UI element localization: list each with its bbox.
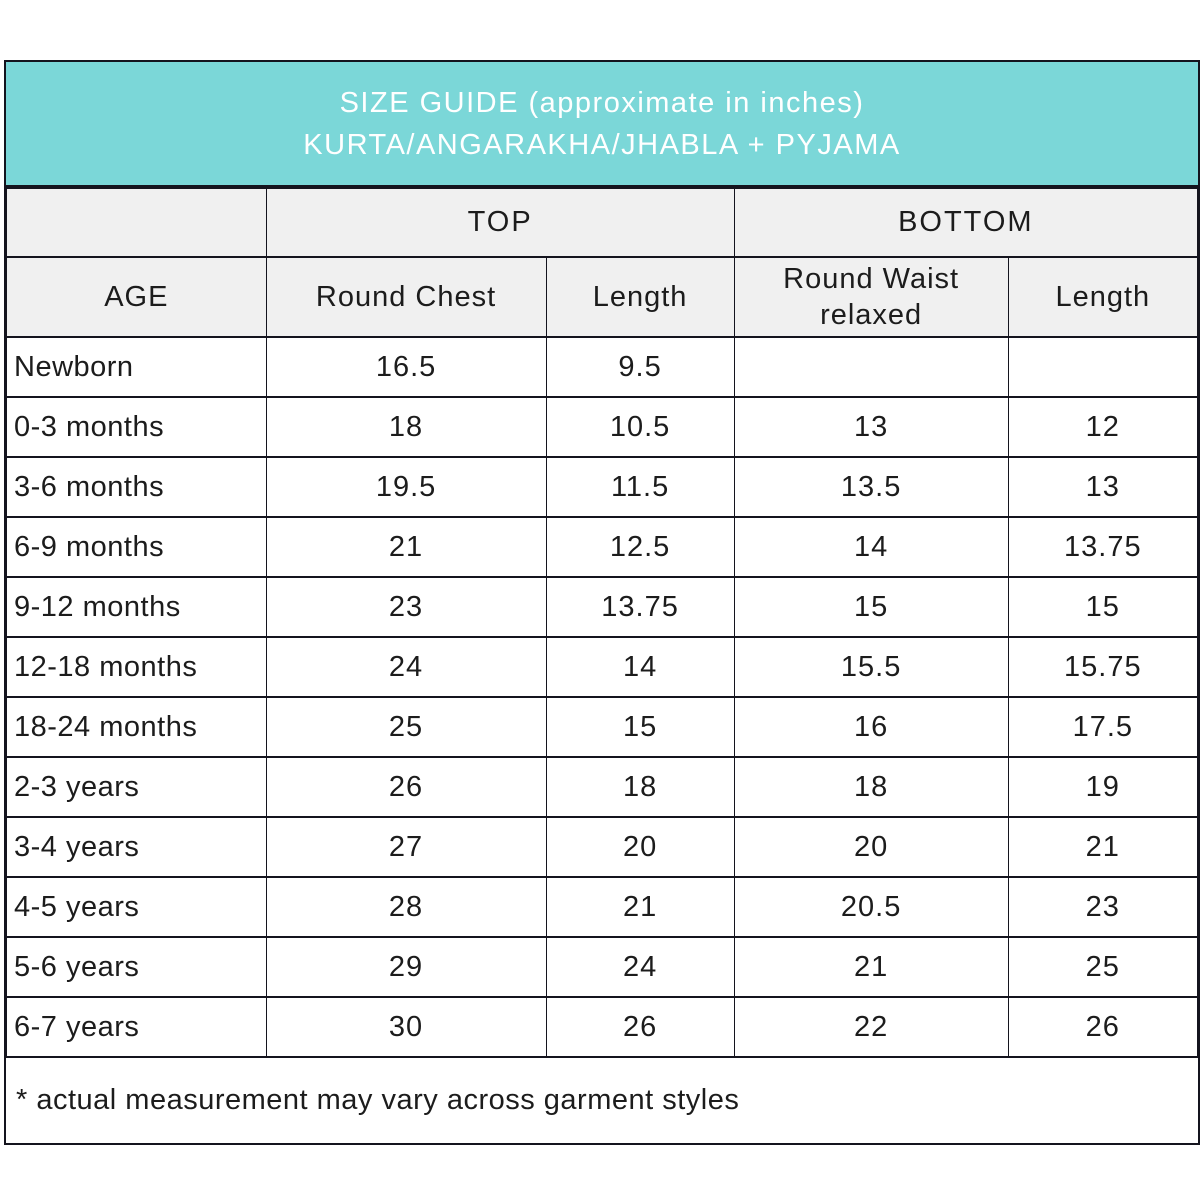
table-row: 5-6 years 29 24 21 25	[6, 936, 1199, 998]
size-guide-panel: SIZE GUIDE (approximate in inches) KURTA…	[4, 60, 1200, 1145]
measurement-cell: 26	[545, 996, 735, 1058]
measurement-cell: 19	[1007, 756, 1199, 818]
measurement-cell: 16	[733, 696, 1009, 758]
measurement-cell: 24	[265, 636, 547, 698]
measurement-cell: 16.5	[265, 336, 547, 398]
column-header-round-chest: Round Chest	[265, 256, 547, 338]
measurement-cell	[733, 336, 1009, 398]
column-header-top-length: Length	[545, 256, 735, 338]
measurement-cell: 20	[733, 816, 1009, 878]
measurement-cell	[1007, 336, 1199, 398]
corner-empty-cell	[6, 187, 267, 258]
age-cell: 3-4 years	[6, 816, 267, 878]
age-cell: 0-3 months	[6, 396, 267, 458]
measurement-cell: 24	[545, 936, 735, 998]
age-cell: 12-18 months	[6, 636, 267, 698]
table-row: 12-18 months 24 14 15.5 15.75	[6, 636, 1199, 698]
age-cell: 9-12 months	[6, 576, 267, 638]
age-cell: 5-6 years	[6, 936, 267, 998]
measurement-cell: 10.5	[545, 396, 735, 458]
measurement-cell: 18	[733, 756, 1009, 818]
measurement-cell: 15	[1007, 576, 1199, 638]
age-cell: 2-3 years	[6, 756, 267, 818]
table-row: 18-24 months 25 15 16 17.5	[6, 696, 1199, 758]
measurement-cell: 13.5	[733, 456, 1009, 518]
age-cell: 6-7 years	[6, 996, 267, 1058]
table-row: 3-6 months 19.5 11.5 13.5 13	[6, 456, 1199, 518]
measurement-cell: 22	[733, 996, 1009, 1058]
title-line-1: SIZE GUIDE (approximate in inches)	[339, 86, 865, 119]
measurement-cell: 27	[265, 816, 547, 878]
measurement-cell: 21	[1007, 816, 1199, 878]
column-header-age: AGE	[6, 256, 267, 338]
measurement-cell: 14	[545, 636, 735, 698]
measurement-cell: 12	[1007, 396, 1199, 458]
measurement-cell: 18	[545, 756, 735, 818]
footnote: * actual measurement may vary across gar…	[6, 1058, 1198, 1143]
title-line-2: KURTA/ANGARAKHA/JHABLA + PYJAMA	[303, 128, 901, 161]
measurement-cell: 15.75	[1007, 636, 1199, 698]
table-row: Newborn 16.5 9.5	[6, 336, 1199, 398]
table-row: 0-3 months 18 10.5 13 12	[6, 396, 1199, 458]
measurement-cell: 9.5	[545, 336, 735, 398]
measurement-cell: 13.75	[545, 576, 735, 638]
table-row: 2-3 years 26 18 18 19	[6, 756, 1199, 818]
group-header-bottom: BOTTOM	[733, 187, 1199, 258]
measurement-cell: 23	[1007, 876, 1199, 938]
measurement-cell: 15	[545, 696, 735, 758]
measurement-cell: 13.75	[1007, 516, 1199, 578]
size-guide-table: TOP BOTTOM AGE Round Chest Length Round …	[6, 187, 1199, 1058]
measurement-cell: 15.5	[733, 636, 1009, 698]
group-header-top: TOP	[265, 187, 735, 258]
measurement-cell: 13	[733, 396, 1009, 458]
measurement-cell: 26	[265, 756, 547, 818]
measurement-cell: 11.5	[545, 456, 735, 518]
table-row: 4-5 years 28 21 20.5 23	[6, 876, 1199, 938]
age-cell: 4-5 years	[6, 876, 267, 938]
measurement-cell: 30	[265, 996, 547, 1058]
table-row: 9-12 months 23 13.75 15 15	[6, 576, 1199, 638]
table-row: 6-9 months 21 12.5 14 13.75	[6, 516, 1199, 578]
age-cell: Newborn	[6, 336, 267, 398]
measurement-cell: 14	[733, 516, 1009, 578]
measurement-cell: 25	[265, 696, 547, 758]
measurement-cell: 19.5	[265, 456, 547, 518]
measurement-cell: 15	[733, 576, 1009, 638]
size-guide-title-band: SIZE GUIDE (approximate in inches) KURTA…	[6, 62, 1198, 187]
measurement-cell: 21	[545, 876, 735, 938]
measurement-cell: 21	[733, 936, 1009, 998]
column-header-bottom-length: Length	[1007, 256, 1199, 338]
measurement-cell: 25	[1007, 936, 1199, 998]
table-row: 6-7 years 30 26 22 26	[6, 996, 1199, 1058]
column-header-round-waist: Round Waist relaxed	[733, 256, 1009, 338]
measurement-cell: 20.5	[733, 876, 1009, 938]
measurement-cell: 18	[265, 396, 547, 458]
group-header-row: TOP BOTTOM	[6, 187, 1199, 258]
age-cell: 6-9 months	[6, 516, 267, 578]
age-cell: 3-6 months	[6, 456, 267, 518]
column-header-row: AGE Round Chest Length Round Waist relax…	[6, 256, 1199, 338]
measurement-cell: 21	[265, 516, 547, 578]
table-row: 3-4 years 27 20 20 21	[6, 816, 1199, 878]
measurement-cell: 29	[265, 936, 547, 998]
measurement-cell: 28	[265, 876, 547, 938]
measurement-cell: 20	[545, 816, 735, 878]
age-cell: 18-24 months	[6, 696, 267, 758]
measurement-cell: 26	[1007, 996, 1199, 1058]
measurement-cell: 23	[265, 576, 547, 638]
measurement-cell: 17.5	[1007, 696, 1199, 758]
measurement-cell: 12.5	[545, 516, 735, 578]
measurement-cell: 13	[1007, 456, 1199, 518]
